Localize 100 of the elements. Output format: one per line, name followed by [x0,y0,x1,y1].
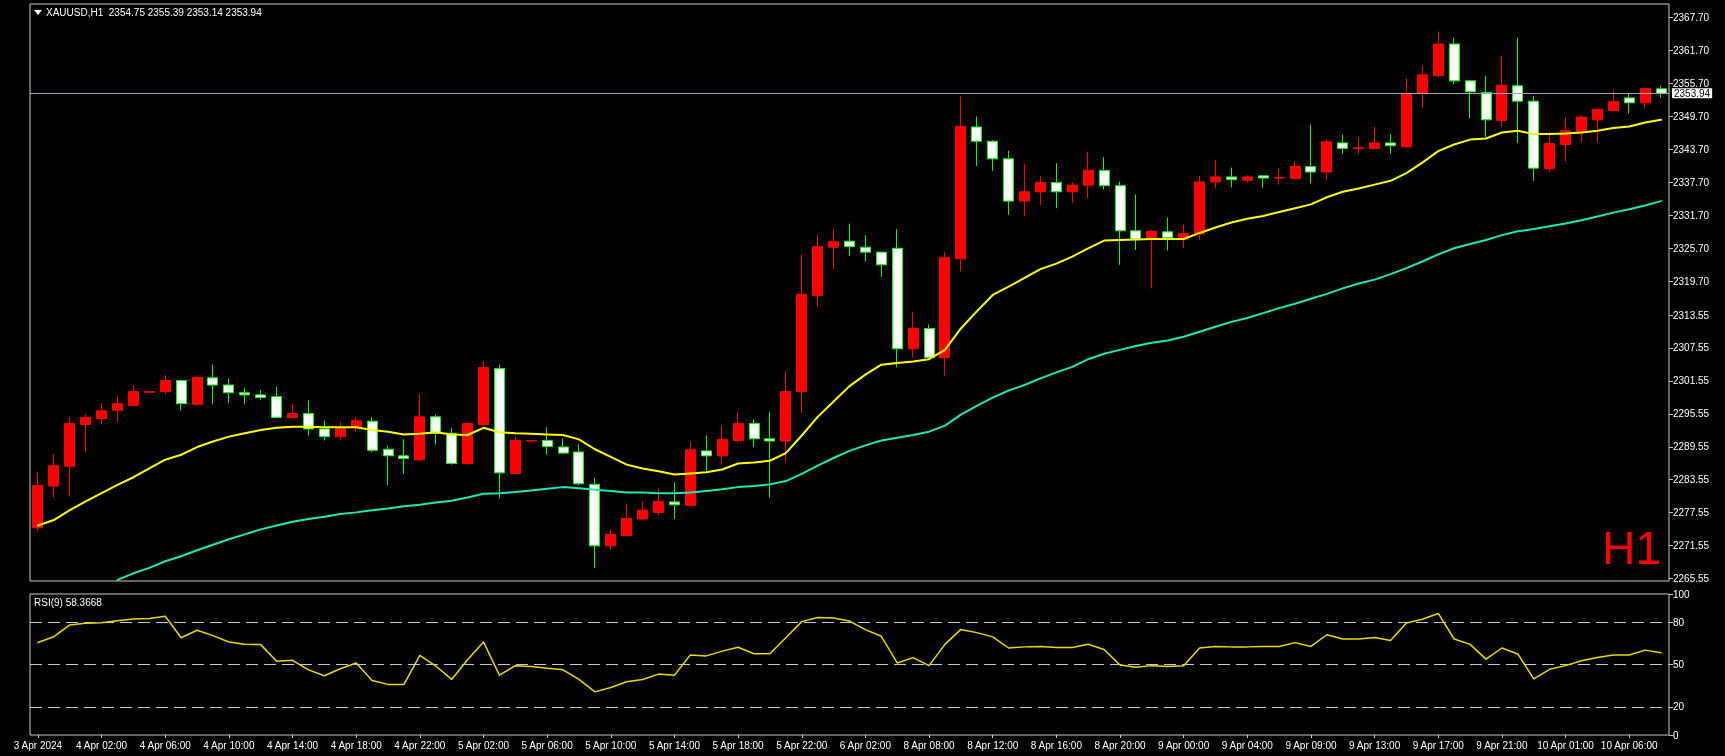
candlestick [589,477,600,569]
x-tick-label: 9 Apr 00:00 [1158,739,1210,751]
y-tick-label: 2265.55 [1673,573,1710,585]
y-tick-label: 80 [1673,616,1685,628]
candlestick [971,116,982,167]
candlestick [717,425,728,466]
x-tick-label: 5 Apr 10:00 [585,739,637,751]
y-tick-label: 2295.55 [1673,408,1710,420]
y-tick-label: 2307.55 [1673,342,1710,354]
candlestick [1258,175,1269,189]
candlestick [128,384,139,407]
candlestick [955,95,966,272]
y-tick-label: 0 [1673,729,1679,741]
y-tick-label: 2289.55 [1673,441,1710,453]
candlestick [414,393,425,462]
y-tick-label: 2337.70 [1673,176,1710,188]
x-tick-label: 9 Apr 17:00 [1412,739,1465,751]
x-tick-label: 9 Apr 04:00 [1221,739,1274,751]
y-tick-label: 2349.70 [1673,111,1710,123]
candlestick [526,439,537,443]
candlestick [860,234,871,262]
x-tick-label: 5 Apr 22:00 [776,739,828,751]
candlestick [112,396,123,423]
y-tick-label: 2367.70 [1673,12,1710,24]
candlestick [1576,114,1587,143]
y-tick-label: 2271.55 [1673,540,1710,552]
y-tick-label: 50 [1673,659,1685,670]
candlestick [749,419,760,448]
candlestick [1274,168,1285,186]
candlestick [653,487,664,516]
candlestick [383,444,394,486]
candlestick [287,403,298,419]
candlestick [844,223,855,257]
candlestick [621,503,632,537]
candlestick [892,228,903,368]
candlestick [96,402,107,426]
candlestick [176,379,187,412]
chart-title: RSI(9) 58.3668 [34,596,103,608]
x-tick-label: 5 Apr 14:00 [648,739,701,751]
candlestick [1640,86,1651,109]
y-tick-label: 2277.55 [1673,507,1710,519]
x-tick-label: 4 Apr 18:00 [330,739,383,751]
candlestick [1353,136,1364,155]
candlestick [1656,84,1667,99]
x-tick-label: 8 Apr 08:00 [903,739,956,751]
y-tick-label: 2361.70 [1673,45,1710,57]
line-series [37,612,1662,693]
candlestick [939,251,950,377]
x-tick-label: 4 Apr 22:00 [394,739,446,751]
candlestick [1481,75,1492,138]
ref-line-label: 2353.94 [1674,87,1711,99]
candlestick [255,389,266,401]
x-tick-label: 3 Apr 2024 [13,739,63,751]
x-tick-label: 10 Apr 06:00 [1600,739,1659,751]
x-tick-label: 4 Apr 06:00 [139,739,192,751]
candlestick [1019,163,1030,217]
candlestick [1337,134,1348,155]
candlestick [430,414,441,445]
x-tick-label: 8 Apr 16:00 [1030,739,1083,751]
candlestick [637,500,648,521]
candlestick [987,139,998,172]
candlestick [669,481,680,520]
chart-title: XAUUSD,H1 2354.75 2355.39 2353.14 2353.94 [46,6,263,18]
candlestick [1528,95,1539,182]
candlestick [80,414,91,453]
line-series [116,200,1663,581]
candlestick [796,254,807,414]
candlestick [1449,36,1460,85]
candlestick [462,421,473,466]
candlestick [1194,175,1205,241]
candlestick [1210,159,1221,189]
x-tick-label: 4 Apr 10:00 [203,739,255,751]
y-tick-label: 2319.70 [1673,275,1710,287]
candlestick [160,374,171,395]
candlestick [812,234,823,308]
x-tick-label: 10 Apr 01:00 [1537,739,1595,751]
line-series [36,118,1663,527]
candlestick [223,377,234,404]
x-tick-label: 9 Apr 09:00 [1285,739,1337,751]
candlestick [271,386,282,419]
candlestick [510,436,521,475]
candlestick [1226,167,1237,188]
candlestick [1083,151,1094,199]
candlestick [701,435,712,473]
candlestick [335,421,346,441]
candlestick [1385,133,1396,155]
candlestick [1465,79,1476,119]
candlestick [1115,181,1126,266]
y-tick-label: 2355.70 [1673,78,1710,90]
candlestick [1051,162,1062,209]
x-tick-label: 5 Apr 02:00 [457,739,510,751]
candlestick [764,411,775,499]
candlestick [1130,194,1141,251]
candlestick [542,426,553,456]
candlestick [1592,107,1603,143]
candlestick [733,411,744,443]
x-tick-label: 8 Apr 12:00 [967,739,1019,751]
y-tick-label: 2283.55 [1673,474,1710,486]
candlestick [1146,229,1157,289]
y-tick-label: 20 [1673,701,1685,713]
